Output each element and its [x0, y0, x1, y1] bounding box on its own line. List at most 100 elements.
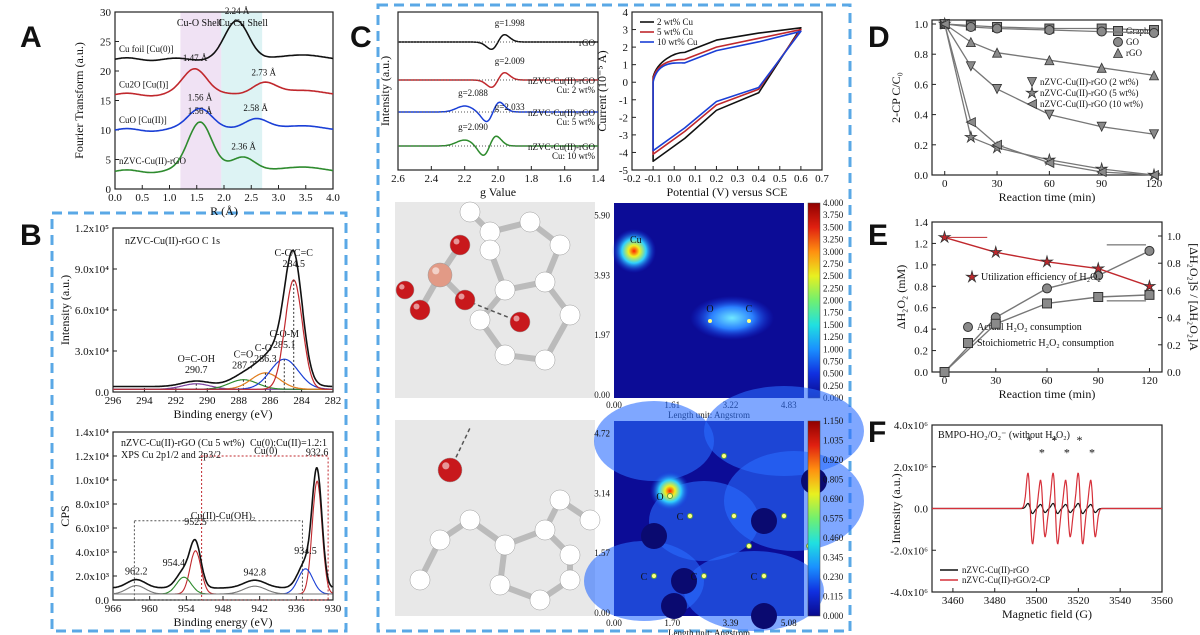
atom-highlight: [498, 283, 505, 290]
panel-label-e: E: [868, 219, 888, 252]
legend-text: nZVC-Cu(II)-rGO: [962, 565, 1029, 575]
atom-label: C: [641, 572, 648, 583]
series-line: [944, 23, 1155, 176]
colorbar-tick: 2.250: [823, 283, 844, 293]
carbon-atom: [494, 344, 516, 366]
peak-component: [113, 358, 333, 390]
x-tick-label: 282: [325, 395, 342, 407]
y-tick-label: 0.4: [914, 324, 928, 336]
peak-energy: 287.7: [232, 361, 255, 372]
colorbar-tick: 0.575: [823, 514, 844, 524]
data-point: [939, 367, 950, 377]
legend-text: 5 wt% Cu: [657, 27, 694, 37]
panel-label-f: F: [868, 416, 886, 449]
y-tick-label: 2.0x10³: [75, 571, 109, 583]
y-tick-label: 0.0: [95, 387, 109, 399]
carbon-atom: [494, 534, 516, 556]
carbon-atom: [429, 529, 451, 551]
colorbar: [807, 202, 821, 399]
legend-marker: [1026, 77, 1038, 88]
legend-text: rGO: [1126, 48, 1142, 58]
data-point: [1043, 157, 1055, 169]
colorbar-tick: 4.000: [823, 198, 844, 208]
atom-highlight: [483, 243, 490, 250]
atom-highlight: [493, 578, 500, 585]
atom-highlight: [498, 348, 505, 355]
density-cloud: [594, 401, 714, 481]
x-tick-label: 90: [1096, 178, 1108, 190]
density-cloud: [684, 551, 824, 631]
atom-highlight: [442, 462, 450, 470]
data-point: [1144, 289, 1155, 300]
series-name: nZVC-Cu(II)-rGO: [119, 156, 186, 166]
y-tick-label: 0.0: [914, 504, 928, 516]
density-cloud: [704, 386, 864, 476]
y-tick-label: 6.0x10³: [75, 523, 109, 535]
y-tick-label: 0.0: [914, 170, 928, 182]
x-tick-label: 288: [230, 395, 247, 407]
atom-dot: [746, 543, 752, 549]
x-tick-label: 30: [990, 375, 1002, 387]
y-tick-label: 0.6: [914, 79, 928, 91]
density-hole: [751, 603, 777, 629]
data-point: [1148, 69, 1160, 81]
x-tick-label: 296: [105, 395, 122, 407]
y-tick-label: 20: [100, 66, 112, 78]
atom-highlight: [583, 513, 590, 520]
peak-component: [113, 576, 333, 595]
data-point: [1042, 283, 1052, 294]
peak-marker: *: [1026, 433, 1032, 447]
ratio-label: Cu(0):Cu(II)=1.2:1: [250, 438, 327, 449]
x-tick-label: 0.1: [688, 173, 702, 185]
g-label: g=2.009: [495, 56, 525, 66]
legend-text: nZVC-Cu(II)-rGO: [528, 142, 595, 152]
peak-label: 954.4: [163, 558, 186, 569]
density-hole: [661, 593, 687, 619]
legend-text: 10 wt% Cu: [657, 37, 698, 47]
x-tick-label: 936: [288, 603, 305, 615]
y2-tick-label: 0.8: [1167, 258, 1181, 270]
x-tick-label: 1.8: [524, 173, 538, 185]
x-axis-label: Length unit: Angstrom: [668, 410, 750, 420]
y-tick-label: -2: [619, 112, 628, 124]
atom-highlight: [538, 523, 545, 530]
plot-frame: [631, 11, 823, 171]
x-tick-label: 2.6: [391, 173, 405, 185]
y-axis-label: Intensity (a.u.): [889, 473, 903, 543]
data-point: [965, 22, 976, 33]
y-tick-label: 1.2x10⁴: [75, 451, 109, 463]
legend-text: nZVC-Cu(II)-rGO (2 wt%): [1040, 77, 1138, 87]
x-tick-label: 3540: [1109, 595, 1132, 607]
data-point: [991, 47, 1003, 58]
carbon-atom: [479, 239, 501, 261]
x-tick-label: 0.4: [752, 173, 766, 185]
x-tick-label: 966: [105, 603, 122, 615]
y-axis-label: Fourier Transform (a.u.): [72, 42, 86, 159]
atom-highlight: [538, 353, 545, 360]
carbon-atom: [469, 309, 491, 331]
cu-density: [612, 229, 656, 273]
x-tick-label: 0.6: [794, 173, 808, 185]
peak-label: 934.5: [294, 546, 317, 557]
atom-highlight: [563, 308, 570, 315]
y-tick-label: 3.14: [594, 488, 610, 498]
y-axis-label: Intensity (a.u.): [378, 56, 392, 126]
y-tick-label: 15: [100, 96, 112, 108]
oxygen-atom: [437, 457, 463, 483]
x-tick-label: 0.2: [710, 173, 724, 185]
y-axis-label: ΔH₂O₂ (mM): [894, 265, 908, 329]
panel-label-c: C: [350, 21, 372, 54]
peak-label: 942.8: [244, 568, 267, 579]
x-tick-label: 3460: [942, 595, 965, 607]
legend-marker: [1112, 47, 1124, 58]
y-tick-label: 9.0x10⁴: [75, 264, 109, 276]
series-line: [943, 250, 1150, 373]
x-tick-label: 4.0: [326, 192, 340, 204]
colorbar-tick: 1.500: [823, 320, 844, 330]
y-tick-label: 3.93: [594, 270, 610, 280]
peak-label: 1.47 Å: [183, 53, 208, 63]
atom-label: C: [751, 572, 758, 583]
y-tick-label: 8.0x10³: [75, 499, 109, 511]
x-axis-label: Potential (V) versus SCE: [667, 185, 788, 199]
